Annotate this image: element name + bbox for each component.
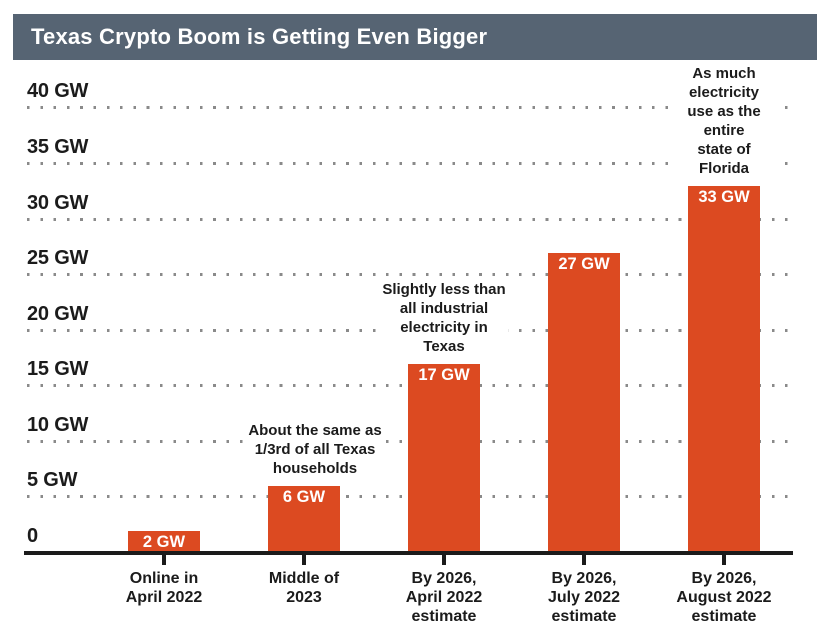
- bar-27-gw: 27 GW: [548, 253, 620, 553]
- chart-header: Texas Crypto Boom is Getting Even Bigger: [13, 14, 817, 60]
- x-axis-category-label: By 2026, April 2022 estimate: [405, 570, 483, 625]
- bar-value-label: 27 GW: [558, 255, 610, 273]
- x-axis-tick: [722, 555, 726, 565]
- bar-value-label: 6 GW: [282, 488, 326, 506]
- gridline-30gw: [27, 218, 793, 221]
- bar-33-gw: 33 GW: [688, 186, 760, 553]
- x-axis-category-label: Online in April 2022: [125, 570, 203, 606]
- y-axis-label: 15 GW: [27, 358, 89, 380]
- y-axis-label: 20 GW: [27, 303, 89, 325]
- bar-2-gw: 2 GW: [128, 531, 200, 553]
- y-axis-label: 0: [27, 525, 38, 547]
- y-axis-label: 5 GW: [27, 469, 78, 491]
- y-axis-label: 25 GW: [27, 247, 89, 269]
- bar-value-label: 17 GW: [418, 366, 470, 384]
- x-axis-line: [24, 551, 793, 555]
- gridline-40gw: [27, 106, 793, 109]
- x-axis-category-label: By 2026, August 2022 estimate: [676, 570, 772, 625]
- x-axis-category-label: Middle of 2023: [268, 570, 340, 606]
- bar-17-gw: 17 GW: [408, 364, 480, 553]
- bar-value-label: 33 GW: [698, 188, 750, 206]
- y-axis-label: 10 GW: [27, 414, 89, 436]
- x-axis-tick: [442, 555, 446, 565]
- bar-annotation: Slightly less than all industrial electr…: [379, 280, 509, 356]
- y-axis-label: 40 GW: [27, 80, 89, 102]
- gridline-35gw: [27, 162, 793, 165]
- x-axis-tick: [162, 555, 166, 565]
- bar-annotation: As much electricity use as the entire st…: [670, 64, 778, 178]
- y-axis-label: 30 GW: [27, 192, 89, 214]
- chart-title: Texas Crypto Boom is Getting Even Bigger: [31, 24, 488, 49]
- x-axis-category-label: By 2026, July 2022 estimate: [547, 570, 621, 625]
- y-axis-label: 35 GW: [27, 136, 89, 158]
- bar-6-gw: 6 GW: [268, 486, 340, 553]
- x-axis-tick: [302, 555, 306, 565]
- bar-value-label: 2 GW: [142, 533, 186, 551]
- x-axis-tick: [582, 555, 586, 565]
- bar-annotation: About the same as 1/3rd of all Texas hou…: [245, 421, 385, 478]
- gridline-25gw: [27, 273, 793, 276]
